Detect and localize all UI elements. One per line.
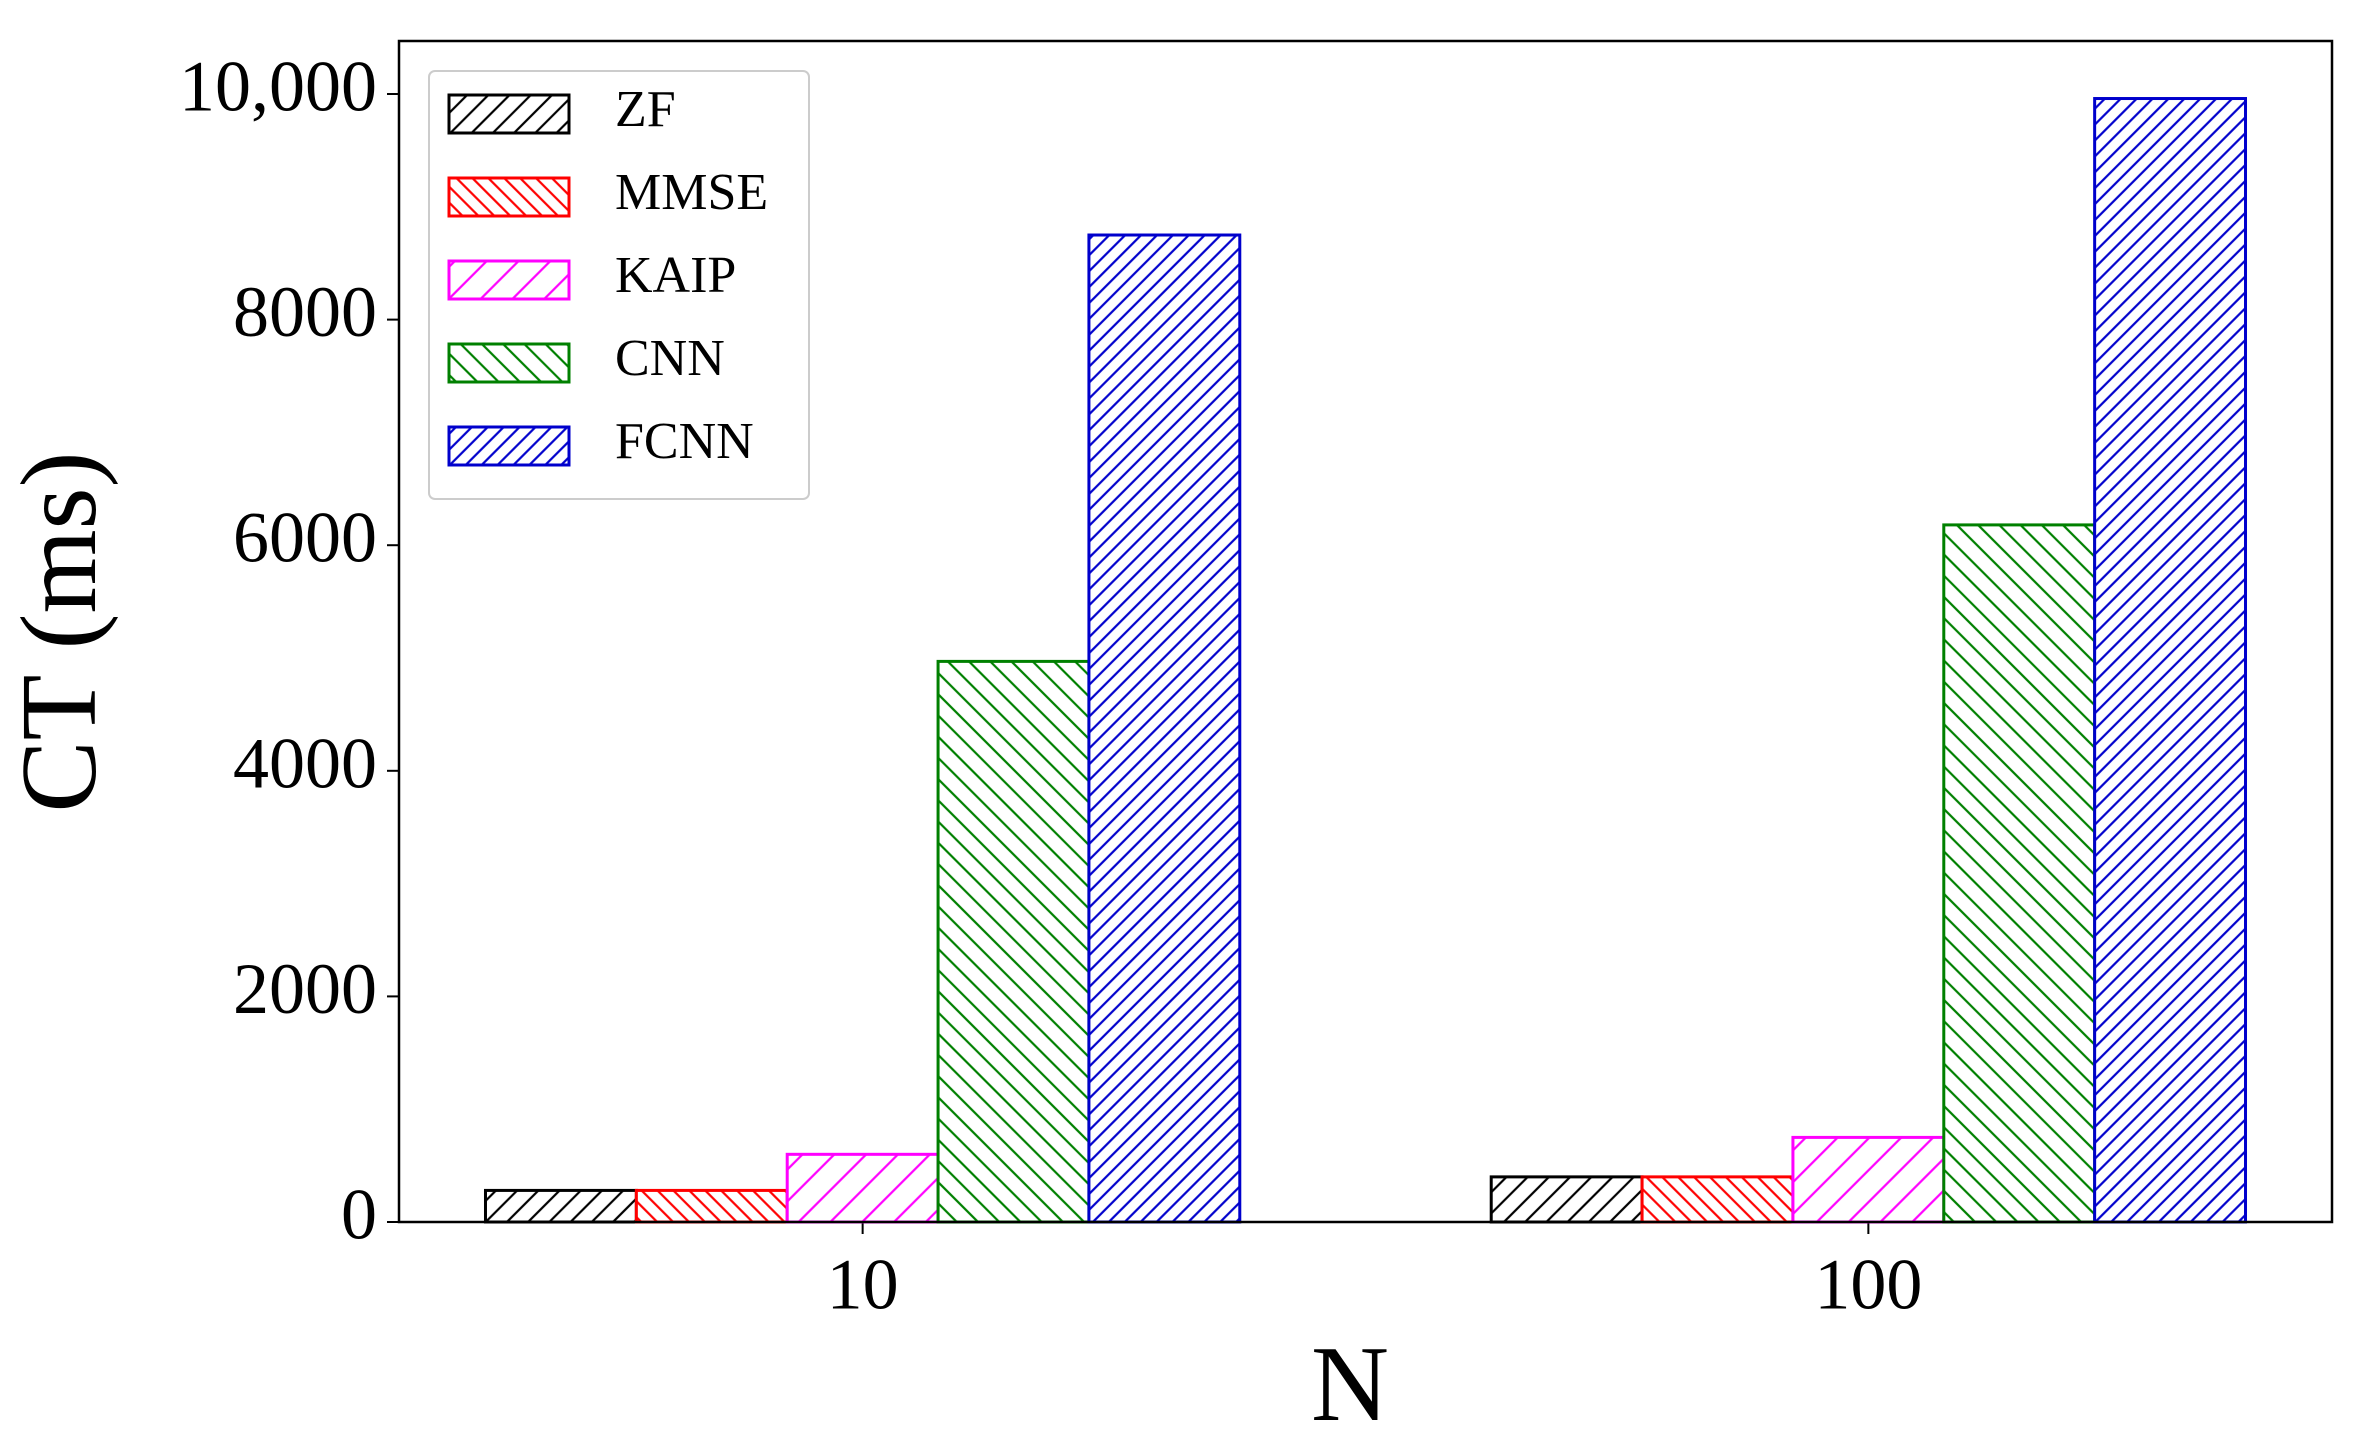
bar xyxy=(2093,97,2248,1224)
x-axis-label: N xyxy=(1311,1325,1389,1444)
legend-swatch xyxy=(447,259,571,301)
legend-label: MMSE xyxy=(615,164,768,221)
y-axis-label: CT (ms) xyxy=(0,451,119,812)
bar xyxy=(1942,523,2097,1224)
bar xyxy=(634,1188,789,1224)
legend-swatch xyxy=(447,425,571,467)
legend-swatch xyxy=(447,342,571,384)
y-tick-label: 10,000 xyxy=(179,47,377,127)
legend-swatch xyxy=(447,176,571,218)
legend-label: CNN xyxy=(615,330,725,387)
y-tick-label: 6000 xyxy=(233,498,377,578)
legend-swatch xyxy=(447,93,571,135)
y-tick-label: 8000 xyxy=(233,272,377,352)
legend-label: ZF xyxy=(615,81,676,138)
legend-label: FCNN xyxy=(615,413,754,470)
y-tick-label: 2000 xyxy=(233,949,377,1029)
bar xyxy=(1640,1175,1795,1224)
x-tick-label: 10 xyxy=(827,1245,899,1325)
bar xyxy=(1087,233,1242,1224)
bar xyxy=(1489,1175,1644,1224)
bar xyxy=(785,1152,940,1224)
legend-label: KAIP xyxy=(615,247,736,304)
y-tick-label: 0 xyxy=(341,1175,377,1255)
bar xyxy=(936,659,1091,1224)
x-tick-label: 100 xyxy=(1814,1245,1922,1325)
bar xyxy=(483,1188,638,1224)
y-tick-label: 4000 xyxy=(233,723,377,803)
bar xyxy=(1791,1135,1946,1224)
plot-frame xyxy=(397,39,2334,1224)
